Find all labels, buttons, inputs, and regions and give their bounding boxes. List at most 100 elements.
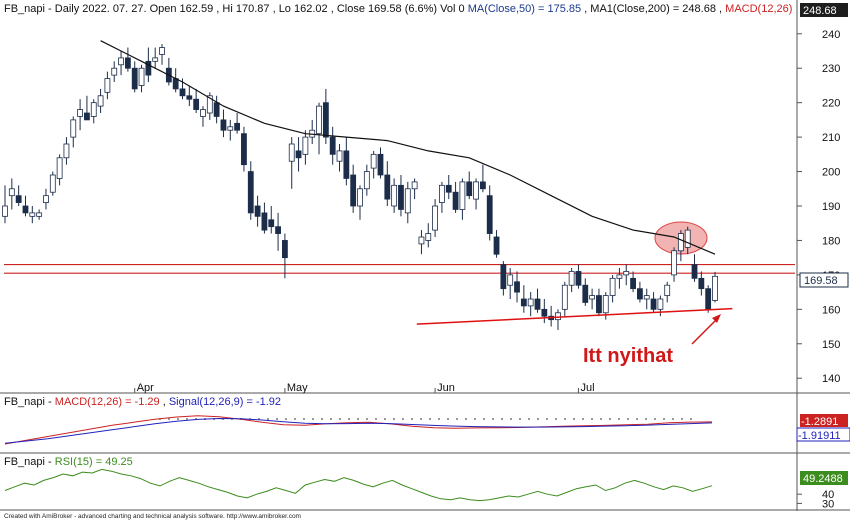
- candle-body: [118, 57, 124, 66]
- signal-badge: -1.91911: [798, 430, 841, 442]
- candle: [370, 150, 377, 179]
- candle-body: [111, 67, 118, 76]
- candle: [200, 106, 206, 127]
- candle-body: [555, 312, 561, 321]
- candle: [705, 285, 712, 313]
- title-ma50: MA(Close,50) = 175.85: [468, 3, 581, 15]
- title-symbol: FB_napi: [4, 3, 45, 15]
- candle: [691, 254, 698, 282]
- candle-body: [227, 126, 234, 131]
- candle-body: [418, 236, 425, 245]
- candle-body: [97, 95, 104, 107]
- candle-body: [568, 271, 575, 286]
- candle: [124, 47, 131, 72]
- candle: [398, 175, 404, 217]
- annotation-text: Itt nyithat: [583, 345, 673, 367]
- candle: [118, 51, 124, 76]
- candle-body: [84, 112, 90, 121]
- rsi-panel-title: FB_napi - RSI(15) = 49.25: [4, 456, 133, 468]
- candle: [77, 99, 83, 131]
- candle: [295, 137, 302, 172]
- title-interval: Daily: [55, 3, 80, 15]
- candle-body: [200, 109, 206, 117]
- candle-body: [193, 98, 200, 110]
- candle: [220, 109, 227, 138]
- candle: [22, 195, 29, 217]
- candle: [404, 181, 411, 224]
- candle-body: [8, 188, 15, 197]
- candle-body: [705, 288, 712, 310]
- candle-body: [657, 298, 664, 310]
- signal-line: [4, 417, 713, 444]
- candle: [555, 309, 561, 330]
- candle-body: [650, 298, 657, 310]
- candle: [36, 209, 43, 220]
- candle: [275, 212, 281, 251]
- candle: [350, 164, 357, 213]
- ma200-badge: 248.68: [803, 5, 837, 17]
- candle-body: [104, 78, 111, 93]
- candle: [357, 185, 363, 220]
- macd-badge: -1.2891: [801, 416, 838, 428]
- candle: [473, 178, 479, 210]
- candle: [363, 164, 370, 196]
- candle: [336, 144, 343, 172]
- candle: [63, 137, 70, 165]
- candle-body: [500, 264, 507, 290]
- candle-body: [36, 212, 43, 217]
- macd-panel-title: FB_napi - MACD(12,26) = -1.29 , Signal(1…: [4, 396, 281, 408]
- candle: [227, 119, 234, 141]
- candle: [391, 178, 398, 213]
- x-tick-label: Jun: [437, 382, 455, 394]
- candle: [15, 185, 22, 206]
- title-high: Hi 170.87: [222, 3, 269, 15]
- candle-body: [234, 122, 241, 131]
- signal-badge-bg: [796, 427, 850, 442]
- support-trend-line: [416, 307, 733, 325]
- candle: [500, 261, 507, 296]
- candle-body: [377, 153, 384, 176]
- candle-body: [514, 281, 520, 293]
- candle-body: [241, 133, 247, 166]
- close-badge-bg: [799, 272, 849, 288]
- candle-body: [363, 171, 370, 190]
- x-axis-labels: Apr May Jun Jul: [134, 382, 595, 394]
- candle: [138, 64, 145, 93]
- candle-body: [159, 47, 165, 55]
- candle: [541, 299, 548, 324]
- candle-body: [329, 136, 336, 155]
- candle: [186, 85, 193, 107]
- candle-body: [145, 60, 152, 76]
- candle: [97, 88, 104, 113]
- candle-body: [425, 233, 432, 241]
- candle-body: [507, 274, 514, 286]
- candle-body: [609, 277, 616, 296]
- price-tick-label: 140: [822, 373, 840, 385]
- candle-body: [473, 181, 479, 200]
- macd-panel-signal: Signal(12,26,9) = -1.92: [169, 396, 281, 408]
- candle: [459, 178, 466, 220]
- candle: [241, 126, 247, 172]
- candle: [152, 47, 159, 69]
- candle-body: [391, 184, 398, 207]
- candle-body: [138, 67, 145, 86]
- candle: [664, 281, 671, 303]
- candle: [282, 233, 288, 279]
- macd-badge-bg: [800, 414, 848, 427]
- candle: [411, 178, 418, 200]
- candle: [29, 206, 36, 224]
- candle: [56, 154, 63, 186]
- candle-body: [630, 277, 636, 290]
- annotation-arrow-line: [691, 317, 719, 345]
- title-date: 2022. 07. 27.: [82, 3, 146, 15]
- candle: [234, 113, 241, 134]
- candle-body: [15, 195, 22, 203]
- candle: [589, 288, 596, 310]
- macd-panel-symbol: FB_napi: [4, 396, 45, 408]
- title-low: Lo 162.02: [279, 3, 328, 15]
- candle-body: [445, 184, 452, 193]
- candle-body: [370, 153, 377, 169]
- candle: [671, 247, 677, 282]
